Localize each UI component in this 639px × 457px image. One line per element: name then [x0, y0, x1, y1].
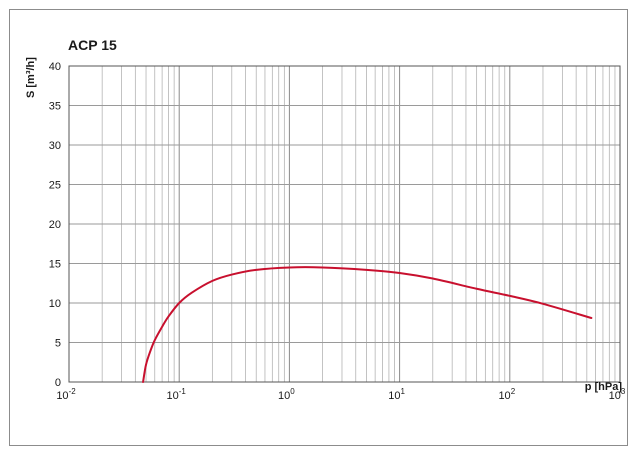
y-tick-label: 20 [49, 219, 61, 231]
y-tick-label: 5 [55, 338, 61, 350]
y-tick-label: 35 [49, 101, 61, 113]
x-tick-label: 10-1 [167, 387, 187, 402]
y-tick-label: 15 [49, 259, 61, 271]
plot-area-border [68, 65, 621, 383]
chart-title: ACP 15 [68, 37, 117, 53]
x-tick-label: 102 [498, 387, 515, 402]
y-tick-label: 30 [49, 140, 61, 152]
y-tick-label: 0 [55, 377, 61, 389]
x-tick-label: 100 [278, 387, 295, 402]
y-tick-label: 10 [49, 298, 61, 310]
series-line [142, 266, 593, 383]
x-tick-label: 101 [388, 387, 405, 402]
y-tick-label: 25 [49, 180, 61, 192]
y-axis-label: S [m³/h] [25, 57, 37, 98]
x-axis-label: p [hPa] [585, 381, 623, 393]
y-tick-label: 40 [49, 61, 61, 73]
chart-frame [9, 9, 628, 446]
series-layer [142, 266, 593, 383]
x-tick-label: 10-2 [56, 387, 76, 402]
grid [68, 65, 621, 383]
